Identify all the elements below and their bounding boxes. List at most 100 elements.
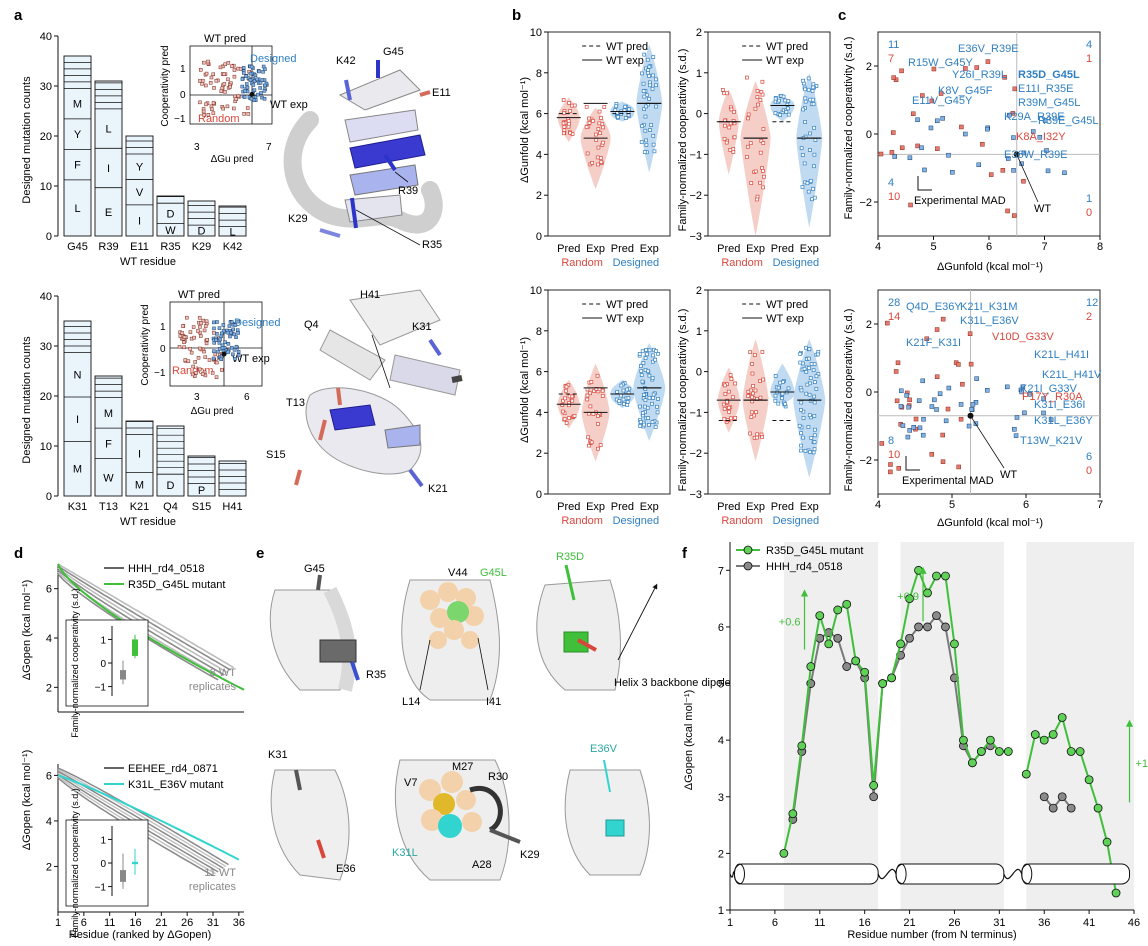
loop xyxy=(877,868,897,880)
e-dipole-line: Helix 3 backbone dipole xyxy=(614,677,731,689)
violin-point xyxy=(748,141,753,146)
y-tick-label: 3 xyxy=(718,792,724,804)
random-point xyxy=(888,462,893,467)
violin-point xyxy=(572,103,577,108)
series-point-0 xyxy=(941,571,950,581)
violin-point xyxy=(755,95,760,99)
mutant-label: V10D_G33V xyxy=(992,331,1054,343)
random-point xyxy=(228,85,232,89)
violin-point xyxy=(564,384,569,389)
random-point xyxy=(202,328,207,333)
violin-point xyxy=(615,390,620,394)
wt-label: WT xyxy=(1034,203,1051,215)
designed-point xyxy=(259,91,263,95)
legend-mutant: R35D_G45L mutant xyxy=(766,545,863,557)
violin-point xyxy=(813,427,817,432)
series-point-1 xyxy=(842,662,852,671)
a-top-bar-chart: 010203040LFYMG45EILR39IVYE11WDR35DK29LK4… xyxy=(40,31,247,253)
random-point xyxy=(204,102,208,107)
violin-point xyxy=(722,137,727,141)
violin-point xyxy=(783,402,788,406)
legend-mutant-marker xyxy=(743,545,753,555)
mutant-curve xyxy=(57,774,240,861)
violin-point xyxy=(808,148,812,152)
random-point xyxy=(885,320,890,326)
violin-point xyxy=(725,91,729,96)
x-tick-label: 21 xyxy=(155,917,167,929)
designed-point xyxy=(226,342,231,346)
violin-point xyxy=(596,162,600,167)
violin-point xyxy=(562,111,566,115)
e-top-label-g45: G45 xyxy=(304,563,325,575)
legend-wt: HHH_rd4_0518 xyxy=(766,561,842,573)
violin-point xyxy=(563,396,567,401)
a-bottom-inset-ytick-2: −1 xyxy=(154,368,166,379)
random-point xyxy=(199,321,203,325)
violin-point xyxy=(812,400,817,405)
random-point xyxy=(894,398,900,404)
a-top-struct-label-5: R35 xyxy=(422,239,442,251)
gain-annotation: +0.9 xyxy=(897,591,919,603)
b-top-dg-violin: 0 2 4 6 8 10 Pred Exp Pred Exp Random Designed WT pr… xyxy=(530,27,671,269)
mutant-label: K21I_G33V xyxy=(1020,383,1078,395)
x-tick-label: Exp xyxy=(586,501,605,513)
a-bottom-xlabel: WT residue xyxy=(120,516,176,528)
violin-point xyxy=(639,373,644,377)
violin-point xyxy=(621,397,626,402)
violin-point xyxy=(811,186,815,191)
legend-wt-marker xyxy=(743,561,753,571)
random-point xyxy=(1012,86,1018,92)
violin-point xyxy=(749,415,754,419)
series-point-1 xyxy=(1039,792,1049,802)
violin-point xyxy=(586,435,590,440)
axes-frame xyxy=(547,289,671,495)
legend-wt: HHH_rd4_0518 xyxy=(128,563,204,575)
designed-point xyxy=(244,74,249,78)
b-top-coop-violin: 2 1 0 −1 −2 −3 Pred Exp Pred Exp Random Designed WT … xyxy=(689,27,831,269)
designed-point xyxy=(985,126,990,132)
violin-point xyxy=(729,377,734,381)
random-point xyxy=(958,416,964,422)
x-tick-label: 1 xyxy=(727,917,733,929)
violin-point xyxy=(562,417,567,422)
random-point xyxy=(226,61,231,65)
designed-point xyxy=(907,155,913,161)
violin-point xyxy=(566,124,571,129)
designed-point xyxy=(892,154,898,159)
designed-point xyxy=(228,334,232,339)
violin-point xyxy=(570,394,575,399)
violin-point xyxy=(814,386,819,391)
violin-point xyxy=(812,195,817,200)
random-point xyxy=(192,335,196,340)
axes-frame xyxy=(547,31,671,237)
designed-point xyxy=(966,423,972,429)
designed-point xyxy=(970,402,976,407)
d-top-ranked-plot: 2 4 6 HHH_rd4_0518 R35D_G45L mutant 8 WT repli… xyxy=(46,563,245,738)
violin-point xyxy=(786,386,791,391)
violin-point xyxy=(623,116,628,120)
designed-point xyxy=(240,77,245,81)
violin-point xyxy=(564,421,569,425)
y-tick-label: 30 xyxy=(40,341,52,353)
series-point-1 xyxy=(833,633,843,643)
series-point-0 xyxy=(815,611,825,620)
x-tick-label: 6 xyxy=(81,917,87,929)
designed-point xyxy=(1037,135,1043,140)
random-point xyxy=(209,75,214,80)
x-tick-label: 6 xyxy=(986,241,992,253)
random-point xyxy=(223,62,227,67)
a-top-inset-xlabel: ΔGu pred xyxy=(211,154,254,165)
violin-point xyxy=(625,387,629,392)
e-top-label-v44: V44 xyxy=(448,567,468,579)
violin-point xyxy=(751,391,755,396)
designed-point xyxy=(249,96,254,101)
violin-point xyxy=(587,116,591,121)
x-tick-label: K21 xyxy=(130,501,150,513)
group-label-random: Random xyxy=(561,515,603,527)
series-point-1 xyxy=(923,622,932,632)
violin-point xyxy=(651,133,656,138)
designed-point xyxy=(241,66,246,70)
violin-point xyxy=(656,397,660,401)
violin-point xyxy=(644,143,649,147)
count-blue: 8 xyxy=(888,435,894,447)
